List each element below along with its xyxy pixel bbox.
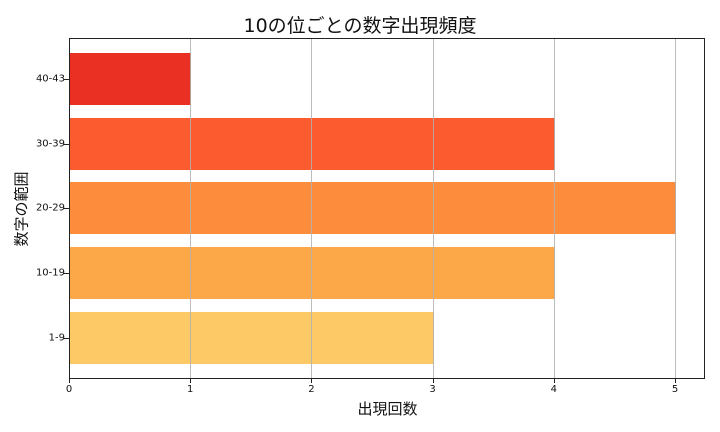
plot-area: [69, 38, 705, 379]
y-tick-mark: [64, 79, 69, 80]
y-tick-label: 30-39: [35, 138, 65, 150]
x-tick-label: 1: [187, 384, 194, 395]
y-tick-label: 10-19: [35, 267, 65, 279]
y-tick-label: 40-43: [35, 73, 65, 85]
x-tick-label: 2: [308, 384, 315, 395]
bar-20-29: [70, 182, 676, 234]
x-tick-label: 5: [671, 384, 679, 395]
x-tick-mark: [675, 379, 676, 383]
x-tick-label: 3: [429, 384, 436, 395]
x-tick-mark: [69, 379, 70, 383]
x-gridline: [675, 39, 676, 378]
y-tick-label: 20-29: [35, 202, 65, 214]
x-axis-label: 出現回数: [357, 400, 418, 418]
x-tick-label: 0: [65, 384, 73, 395]
x-gridline: [432, 39, 434, 378]
x-tick-mark: [311, 379, 313, 383]
bar-40-43: [70, 53, 192, 105]
x-tick-mark: [190, 379, 192, 383]
y-tick-mark: [64, 338, 69, 339]
chart-title: 10の位ごとの数字出現頻度: [243, 15, 477, 37]
y-tick-mark: [64, 208, 69, 209]
x-gridline: [553, 39, 555, 378]
y-tick-label: 1-9: [48, 332, 65, 344]
bar-10-19: [70, 247, 555, 299]
y-axis-label: 数字の範囲: [12, 171, 31, 247]
x-gridline: [190, 39, 192, 378]
y-tick-mark: [64, 144, 69, 145]
bar-1-9: [70, 312, 434, 364]
bar-30-39: [70, 118, 555, 170]
x-gridline: [311, 39, 313, 378]
x-tick-mark: [432, 379, 434, 383]
y-tick-mark: [64, 273, 69, 274]
x-tick-label: 4: [550, 384, 557, 395]
x-tick-mark: [553, 379, 555, 383]
